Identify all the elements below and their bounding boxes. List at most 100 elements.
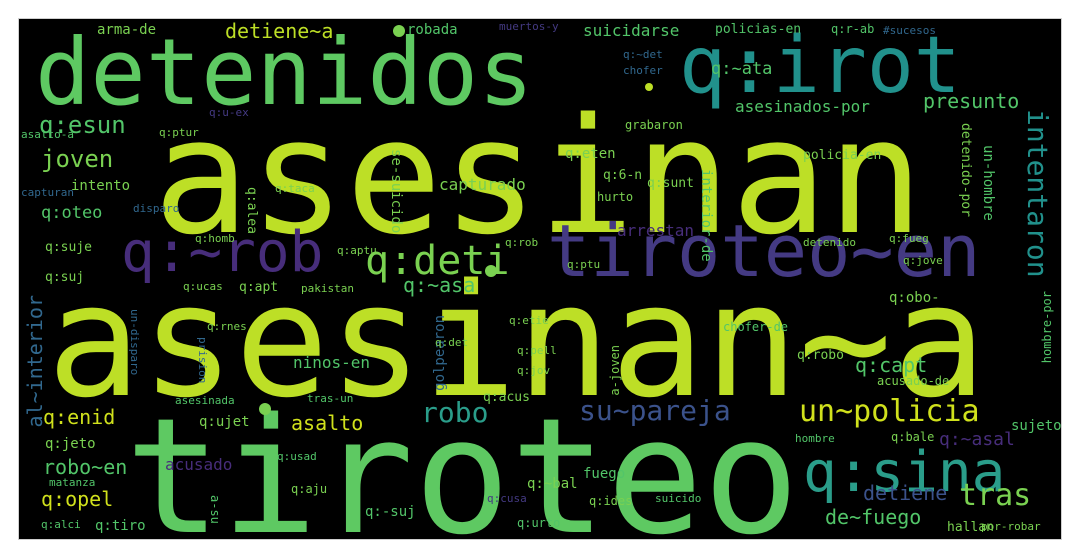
word-detiene-a: detiene~a — [225, 19, 334, 43]
word-q-aptu: q:aptu — [337, 244, 377, 257]
word-q-aju: q:aju — [291, 482, 328, 496]
word-q-asal: q:~asal — [939, 429, 1015, 450]
word-hombre: hombre — [795, 432, 835, 445]
word-q-obo: q:obo- — [889, 290, 940, 306]
word-q-opel: q:opel — [41, 487, 114, 511]
word-asesinada: asesinada — [175, 394, 235, 407]
word-presunto: presunto — [923, 89, 1020, 113]
word-acusado: acusado — [165, 455, 233, 474]
word-suicido: suicido — [655, 492, 702, 505]
word-policia-en: policia-en — [803, 148, 882, 163]
word-q-esun: q:esun — [39, 111, 126, 139]
word-un-disparo: un-disparo — [128, 309, 141, 376]
word-hallan: hallan — [947, 520, 994, 535]
word-intentaron: intentaron — [1021, 109, 1054, 278]
word-q-6-n: q:6-n — [603, 168, 643, 183]
word-q-taca: q:taca — [275, 182, 315, 195]
speck — [645, 83, 653, 91]
word-ninos-en: ninos-en — [293, 353, 371, 372]
word-pakistan: pakistan — [301, 282, 354, 295]
word-robo-en: robo~en — [43, 455, 128, 479]
word-hombre-por: hombre-por — [1040, 291, 1054, 364]
word-robada: robada — [407, 22, 458, 38]
word-q-enid: q:enid — [43, 405, 116, 429]
word-intento: intento — [71, 178, 131, 194]
word-arma-de: arma-de — [97, 22, 157, 38]
word-asesinados-por: asesinados-por — [735, 97, 870, 116]
word-acusado-de: acusado-de — [877, 374, 950, 388]
word-de-fuego: de~fuego — [825, 505, 922, 529]
word-sujeto: sujeto — [1011, 418, 1061, 434]
word-detenidos: detenidos — [35, 19, 534, 126]
word-q-pell: q:pell — [517, 344, 557, 357]
word-tras: tras — [959, 478, 1032, 513]
word-tras-un: tras-un — [307, 392, 354, 405]
word-detenido: detenido — [803, 236, 856, 249]
word-joven: joven — [41, 145, 114, 173]
word-robo: robo — [421, 396, 489, 429]
word-tiroteo-en: tiroteo~en — [547, 209, 981, 293]
word-q-sunt: q:sunt — [647, 176, 694, 191]
word-chofer-de: chofer-de — [723, 320, 789, 334]
word-q-eten: q:eten — [565, 146, 616, 162]
word-q-u-ex: q:u-ex — [209, 106, 249, 119]
word-tiroteo: tiroteo — [125, 383, 800, 540]
word-se-suicido: se-suicido — [388, 149, 404, 234]
word-q-ptu: q:ptu — [567, 258, 601, 271]
word-al-interior: al~interior — [23, 295, 47, 428]
word-q-suj2: q:-suj — [365, 504, 416, 520]
word-interior-de: interior-de — [698, 169, 714, 262]
word-q-acus: q:acus — [483, 390, 530, 405]
word-q-usad: q:usad — [277, 450, 317, 463]
word-q-asa: q:~asa — [403, 273, 476, 297]
word-policias-en: policias-en — [715, 22, 802, 37]
word-q-r-ab: q:r-ab — [831, 22, 875, 36]
word-un-hombre: un-hombre — [980, 145, 996, 221]
word-q-det2: q:det — [435, 336, 469, 349]
word-q-cusa: q:cusa — [487, 492, 527, 505]
speck — [393, 25, 405, 37]
word-q-jeto: q:jeto — [45, 436, 96, 452]
word-detenido-por: detenido-por — [958, 123, 973, 217]
word-chofer: chofer — [623, 64, 663, 77]
word-q-alea: q:alea — [244, 187, 259, 234]
word-q-tiro: q:tiro — [95, 518, 146, 534]
word-q-ides: q:ides — [589, 494, 633, 508]
word-q-homb: q:homb — [195, 232, 235, 245]
word-asalto-a: asalto-a — [21, 128, 74, 141]
word-q-ata: q:~ata — [711, 59, 773, 79]
word-su-pareja: su~pareja — [579, 394, 731, 427]
word-detiene: detiene — [863, 481, 948, 505]
word-a-joven: a-joven — [608, 345, 622, 396]
word-muertos-y: muertos-y — [499, 20, 559, 33]
word-q-det: q:~det — [623, 48, 663, 61]
word-sucesos: #sucesos — [883, 24, 936, 37]
word-q-irot: q:irot — [679, 21, 961, 111]
word-q-fueg: q:fueg — [889, 232, 929, 245]
word-capturan: capturan — [21, 186, 74, 199]
word-q-oteo: q:oteo — [41, 203, 103, 223]
word-a-su: a-su — [208, 495, 222, 524]
word-q-rnes: q:rnes — [207, 320, 247, 333]
word-suicidarse: suicidarse — [583, 21, 680, 40]
word-asesinan-a: asesinan~a — [47, 250, 987, 432]
word-un-policia: un~policia — [799, 394, 980, 429]
word-q-sina: q:sina — [803, 440, 1006, 505]
word-q-suj: q:suj — [45, 270, 85, 285]
word-q-bal: q:~bal — [527, 476, 578, 492]
word-hurto: hurto — [597, 190, 634, 204]
word-q-capt: q:capt — [855, 353, 928, 377]
word-q-jov: q:jov — [517, 364, 551, 377]
word-asalto: asalto — [291, 411, 364, 435]
word-q-robo: q:robo — [797, 348, 844, 363]
word-q-apt: q:apt — [239, 280, 279, 295]
word-q-jove: q:jove — [903, 254, 943, 267]
word-capturado: capturado — [439, 175, 526, 194]
word-q-etie: q:etie — [509, 314, 549, 327]
speck — [259, 403, 271, 415]
word-q-ucas: q:ucas — [183, 280, 223, 293]
word-q-rob2: q:rob — [505, 236, 539, 249]
word-disparo: disparo — [133, 202, 180, 215]
word-prision: prision — [196, 337, 209, 384]
word-q-ptur: q:ptur — [159, 126, 199, 139]
